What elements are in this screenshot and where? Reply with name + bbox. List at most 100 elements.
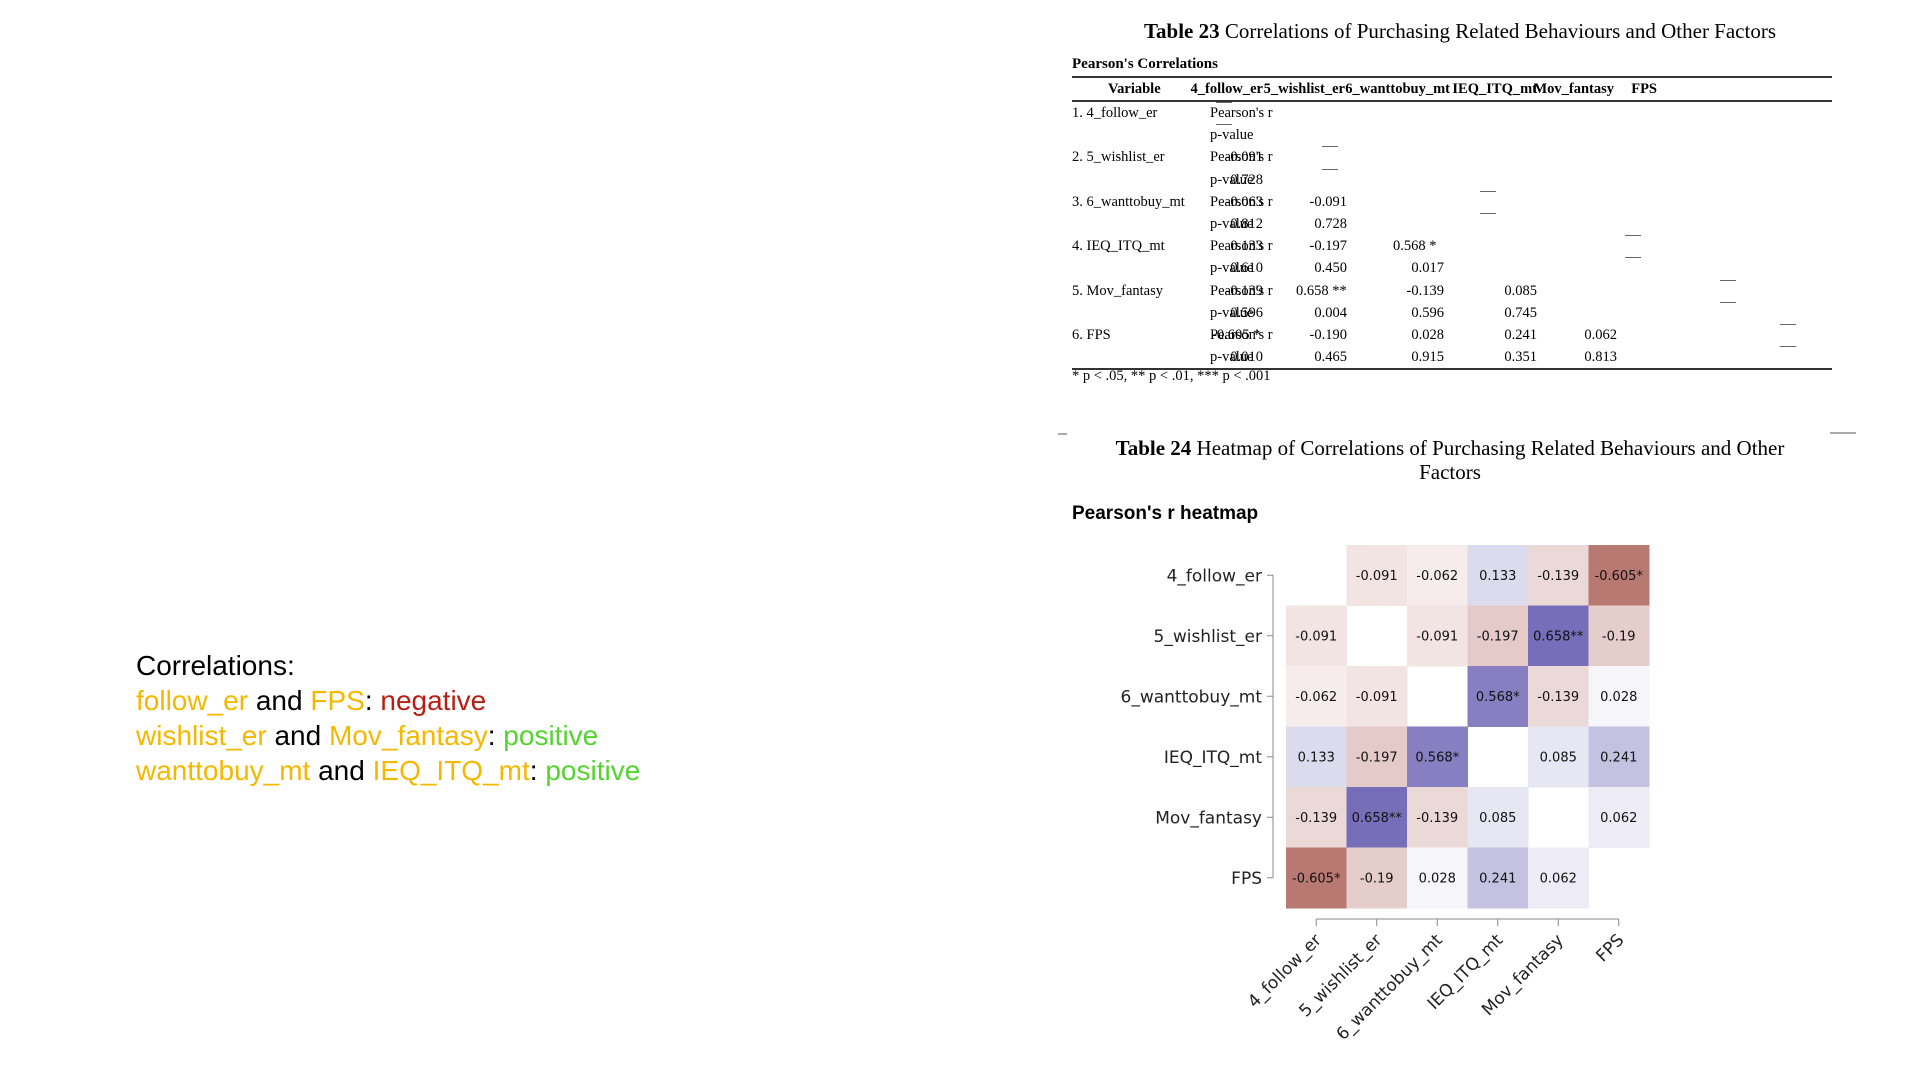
p-value: 0.728	[1314, 215, 1347, 232]
heatmap-cell-label: -0.139	[1295, 811, 1337, 826]
table-row: p-value 0.596 0.004 0.596 0.745	[1072, 301, 1832, 324]
heatmap-cell-label: -0.19	[1602, 629, 1636, 644]
y-tick-label: IEQ_ITQ_mt	[1164, 748, 1262, 768]
correlation-value: -0.091	[1225, 149, 1263, 166]
table-row: 2. 5_wishlist_er Pearson's r -0.091	[1072, 146, 1832, 168]
note-and: and	[310, 755, 373, 786]
header-column: 5_wishlist_er	[1263, 81, 1345, 97]
dash-mark	[1216, 124, 1232, 126]
heatmap-cell	[1286, 847, 1347, 909]
heatmap-cell	[1528, 726, 1589, 788]
heatmap-cell	[1467, 545, 1529, 606]
p-value: 0.813	[1584, 349, 1617, 366]
table-row: p-value 0.728	[1072, 168, 1832, 191]
stat-label-pearson: Pearson's r	[1210, 105, 1273, 121]
note-and: and	[266, 720, 329, 751]
heatmap-cell	[1467, 605, 1529, 667]
p-value: 0.450	[1314, 260, 1347, 277]
heatmap-cell	[1346, 726, 1408, 788]
table23-caption: Table 23 Correlations of Purchasing Rela…	[1060, 19, 1860, 44]
heatmap-cell-label: -0.605*	[1292, 871, 1341, 886]
p-value: 0.004	[1314, 304, 1347, 321]
header-column: 6_wanttobuy_mt	[1345, 81, 1450, 97]
dash-mark	[1480, 190, 1496, 192]
table-top-rule	[1072, 76, 1832, 78]
correlation-value: 0.062	[1584, 326, 1617, 343]
heatmap-cell	[1588, 726, 1650, 788]
table-row: 6. FPS Pearson's r -0.605 * -0.190 0.028 0.24…	[1072, 323, 1832, 346]
heatmap-cell-label: -0.139	[1416, 811, 1458, 826]
dash-mark	[1322, 168, 1338, 170]
table-row: p-value 0.610 0.450 0.017	[1072, 257, 1832, 279]
stat-label-pearson: Pearson's r	[1210, 193, 1273, 210]
note-result-negative: negative	[380, 685, 487, 716]
row-variable-label: 3. 6_wanttobuy_mt	[1072, 193, 1185, 210]
heatmap-cell-label: -0.091	[1356, 690, 1398, 705]
stat-label-pvalue: p-value	[1210, 171, 1254, 188]
note-line-2: wishlist_er and Mov_fantasy: positive	[136, 718, 640, 753]
correlation-value: 0.133	[1230, 238, 1263, 255]
heatmap-cell-label: -0.197	[1356, 750, 1398, 765]
stat-label-pvalue: p-value	[1210, 349, 1254, 366]
heatmap-cell	[1528, 666, 1589, 727]
correlation-value: -0.091	[1309, 193, 1347, 210]
y-tick-label: Mov_fantasy	[1155, 808, 1262, 828]
table23-footnote: * p < .05, ** p < .01, *** p < .001	[1072, 368, 1271, 384]
y-tick-label: 6_wanttobuy_mt	[1121, 687, 1263, 707]
heatmap-cell	[1407, 545, 1468, 606]
correlation-value: 0.241	[1504, 326, 1537, 343]
note-var: IEQ_ITQ_mt	[372, 755, 530, 786]
table-bottom-rule	[1072, 368, 1832, 371]
heatmap-cell	[1528, 545, 1589, 606]
p-value: 0.745	[1504, 304, 1537, 321]
note-var: Mov_fantasy	[328, 720, 488, 751]
note-result-positive: positive	[545, 755, 641, 786]
row-variable-label: 1. 4_follow_er	[1072, 105, 1158, 121]
header-column: FPS	[1631, 81, 1657, 97]
stat-label-pearson: Pearson's r	[1210, 326, 1273, 343]
stat-label-pvalue: p-value	[1210, 127, 1254, 144]
heatmap-cell-label: 0.028	[1419, 871, 1456, 886]
table24-caption: Table 24 Heatmap of Correlations of Purc…	[1080, 436, 1820, 484]
correlation-value: -0.605 *	[1212, 326, 1261, 343]
heatmap-chart: -0.091 -0.062 0.133 -0.139 -0.605* -0.091 -0.0…	[1121, 545, 1650, 1045]
heatmap-cell-label: 0.028	[1600, 690, 1637, 705]
heatmap-cell	[1588, 605, 1650, 667]
dash-mark	[1780, 323, 1796, 325]
heatmap-cell	[1346, 847, 1408, 909]
row-variable-label: 2. 5_wishlist_er	[1072, 149, 1165, 166]
note-and: and	[248, 685, 311, 716]
header-column: 4_follow_er	[1190, 81, 1263, 97]
heatmap-cell	[1588, 666, 1650, 727]
heatmap-cell-label: 0.085	[1479, 811, 1516, 826]
dash-mark	[1720, 279, 1736, 281]
table-header-rule	[1072, 100, 1832, 102]
x-tick-label: 6_wanttobuy_mt	[1333, 930, 1447, 1044]
heatmap-cell-label: -0.091	[1356, 569, 1398, 584]
dash-mark	[1322, 146, 1338, 148]
table24-number: Table 24	[1115, 436, 1192, 460]
correlation-value: 0.028	[1411, 326, 1444, 343]
heatmap-cell-label: 0.085	[1540, 750, 1577, 765]
heatmap-cell-label: 0.133	[1479, 569, 1516, 584]
decorative-dash	[1058, 433, 1067, 435]
heatmap-cell-label: 0.133	[1298, 750, 1335, 765]
heatmap-cell	[1407, 847, 1468, 909]
correlation-table: Variable 4_follow_er 5_wishlist_er 6_wantt…	[1072, 76, 1832, 371]
heatmap-cell	[1528, 847, 1589, 909]
heatmap-cell	[1588, 545, 1650, 606]
table-header-row: Variable 4_follow_er 5_wishlist_er 6_wantt…	[1072, 78, 1832, 100]
table-row: 4. IEQ_ITQ_mt Pearson's r 0.133 -0.197 0.568…	[1072, 235, 1832, 257]
row-variable-label: 4. IEQ_ITQ_mt	[1072, 238, 1165, 255]
dash-mark	[1480, 212, 1496, 214]
p-value: 0.915	[1411, 349, 1444, 366]
heatmap-cell-label: 0.658**	[1533, 629, 1584, 644]
y-tick-label: FPS	[1231, 869, 1262, 889]
p-value: 0.017	[1411, 260, 1444, 277]
table-row: p-value 0.010 0.465 0.915 0.351 0.813	[1072, 346, 1832, 368]
heatmap-cell-label: -0.062	[1416, 569, 1458, 584]
heatmap-cell-label: 0.062	[1600, 811, 1637, 826]
correlation-value: 0.658 **	[1296, 282, 1347, 299]
heatmap-cell-label: -0.139	[1537, 690, 1579, 705]
y-tick-label: 4_follow_er	[1167, 566, 1262, 586]
